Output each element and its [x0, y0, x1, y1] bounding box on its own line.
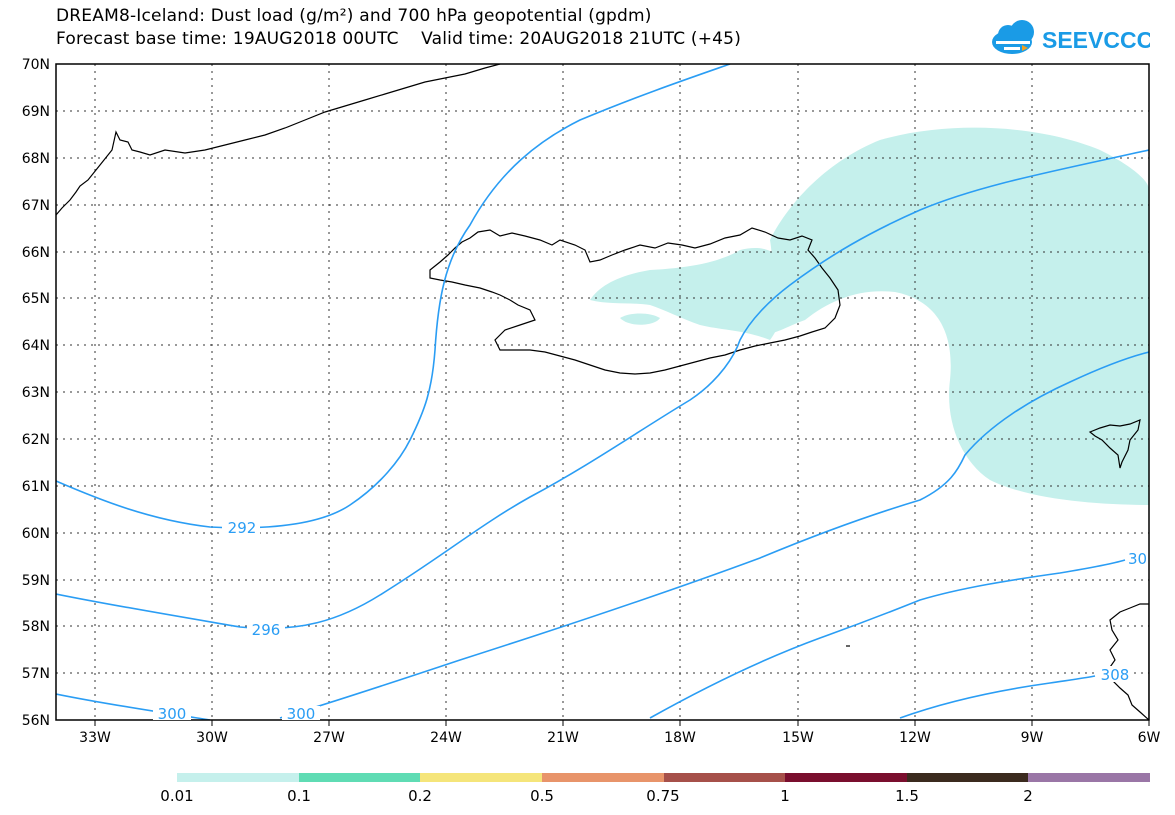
lat-label: 62N	[22, 432, 50, 448]
lat-label: 69N	[22, 104, 50, 120]
coastlines	[56, 64, 1149, 720]
colorbar-label: 0.1	[287, 787, 311, 805]
frame-ticks	[94, 720, 1150, 726]
seevccc-logo: SEEVCCC	[990, 18, 1153, 58]
map-frame	[55, 63, 1150, 721]
lon-label: 33W	[79, 730, 111, 746]
greenland-coast	[56, 64, 501, 216]
colorbar-label: 1.5	[895, 787, 919, 805]
lon-label: 15W	[782, 730, 814, 746]
contour-label: 296	[252, 621, 281, 639]
lat-label: 59N	[22, 573, 50, 589]
colorbar-segment	[541, 773, 664, 782]
lon-label: 27W	[313, 730, 345, 746]
lat-label: 67N	[22, 198, 50, 214]
colorbar-segment	[177, 773, 299, 782]
lon-label: 6W	[1138, 730, 1161, 746]
lat-label: 70N	[22, 57, 50, 73]
lon-labels: 33W 30W 27W 24W 21W 18W 15W 12W 9W 6W	[79, 730, 1160, 746]
contour-label: 292	[228, 519, 257, 537]
map-subtitle: Forecast base time: 19AUG2018 00UTC Vali…	[56, 29, 742, 49]
lon-label: 24W	[430, 730, 462, 746]
scotland-coast	[1107, 603, 1149, 720]
cloud-logo-icon	[992, 20, 1034, 54]
lon-label: 30W	[196, 730, 228, 746]
colorbar-segment	[663, 773, 786, 782]
colorbar-segment	[1028, 773, 1150, 782]
dust-area-iceland	[590, 248, 786, 340]
lat-label: 58N	[22, 619, 50, 635]
contour-label: 308	[1101, 666, 1130, 684]
dust-colorbar	[177, 773, 1150, 782]
lon-label: 9W	[1021, 730, 1044, 746]
colorbar-label: 0.5	[530, 787, 554, 805]
contour-304	[649, 559, 1126, 719]
dust-area-east	[760, 127, 1149, 505]
lat-label: 66N	[22, 245, 50, 261]
lat-label: 65N	[22, 291, 50, 307]
faroe-coast	[1088, 419, 1141, 469]
lat-label: 68N	[22, 151, 50, 167]
colorbar-label: 0.01	[160, 787, 194, 805]
lon-label: 12W	[899, 730, 931, 746]
logo-text: SEEVCCC	[1042, 27, 1150, 53]
contour-292	[56, 64, 731, 529]
lon-label: 18W	[664, 730, 696, 746]
lat-label: 61N	[22, 479, 50, 495]
colorbar-label: 0.75	[646, 787, 680, 805]
colorbar-segment	[298, 773, 421, 782]
lat-label: 57N	[22, 666, 50, 682]
contour-300-west	[56, 693, 211, 720]
lat-labels: 70N 69N 68N 67N 66N 65N 64N 63N 62N 61N …	[22, 57, 50, 729]
contour-label: 30	[1128, 550, 1147, 568]
colorbar-label: 2	[1023, 787, 1033, 805]
map-title: DREAM8-Iceland: Dust load (g/m²) and 700…	[56, 6, 652, 26]
colorbar-segment	[906, 773, 1029, 782]
contour-labels: 292 296 300 300 308 30	[153, 519, 1148, 723]
contour-308	[899, 675, 1096, 719]
contour-label: 300	[158, 705, 187, 723]
iceland-coast	[429, 227, 841, 375]
contour-label: 300	[287, 705, 316, 723]
colorbar-segment	[420, 773, 542, 782]
colorbar-label: 1	[780, 787, 790, 805]
dust-area-iceland-patch	[620, 313, 660, 325]
lat-label: 56N	[22, 713, 50, 729]
colorbar-segment	[785, 773, 907, 782]
lon-label: 21W	[547, 730, 579, 746]
colorbar-label: 0.2	[408, 787, 432, 805]
lat-label: 60N	[22, 526, 50, 542]
lat-label: 63N	[22, 385, 50, 401]
lat-label: 64N	[22, 338, 50, 354]
contour-300	[279, 351, 1149, 719]
